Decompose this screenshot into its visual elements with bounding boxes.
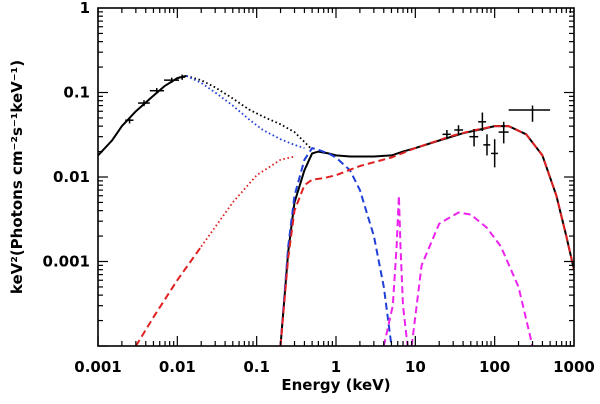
- x-tick-label: 0.001: [74, 358, 121, 376]
- series-line-7: [279, 125, 574, 346]
- series-line-3: [186, 75, 305, 149]
- series-line-1: [186, 75, 313, 151]
- data-point: [469, 128, 479, 147]
- data-point: [179, 74, 186, 80]
- axis-ticks: [97, 8, 574, 347]
- data-point: [491, 139, 498, 168]
- data-point: [478, 112, 487, 132]
- plot-frame: [97, 7, 575, 347]
- data-point: [164, 77, 180, 83]
- y-tick-label: 0.001: [43, 253, 90, 271]
- x-tick-label: 0.01: [159, 358, 196, 376]
- data-point: [454, 125, 464, 136]
- x-tick-label: 1: [331, 358, 341, 376]
- data-point: [138, 100, 150, 107]
- y-tick-label: 1: [80, 0, 90, 17]
- data-point: [508, 105, 551, 122]
- series-line-9: [410, 211, 534, 346]
- series-line-4: [279, 147, 393, 346]
- series-line-8: [382, 194, 409, 346]
- y-tick-label: 0.01: [53, 168, 90, 186]
- x-tick-label: 1000: [553, 358, 595, 376]
- series-line-2: [279, 125, 574, 346]
- plot-area: [98, 74, 574, 346]
- data-point: [498, 121, 509, 144]
- x-tick-labels: 0.001 0.01 0.1 1 10 100 1000: [74, 358, 595, 376]
- x-tick-label: 10: [405, 358, 426, 376]
- y-axis-title: keV²(Photons cm⁻²s⁻¹keV⁻¹): [8, 60, 26, 294]
- series-line-5: [135, 246, 203, 346]
- y-tick-labels: 0.001 0.01 0.1 1: [43, 0, 90, 271]
- x-tick-label: 100: [479, 358, 510, 376]
- data-point: [442, 129, 451, 140]
- y-tick-label: 0.1: [63, 84, 90, 102]
- data-point: [483, 134, 491, 156]
- x-axis-title: Energy (keV): [281, 376, 390, 394]
- data-point: [125, 117, 134, 124]
- series-line-0: [98, 74, 187, 157]
- series-line-6: [200, 155, 295, 248]
- x-tick-label: 0.1: [243, 358, 270, 376]
- data-point: [149, 88, 165, 94]
